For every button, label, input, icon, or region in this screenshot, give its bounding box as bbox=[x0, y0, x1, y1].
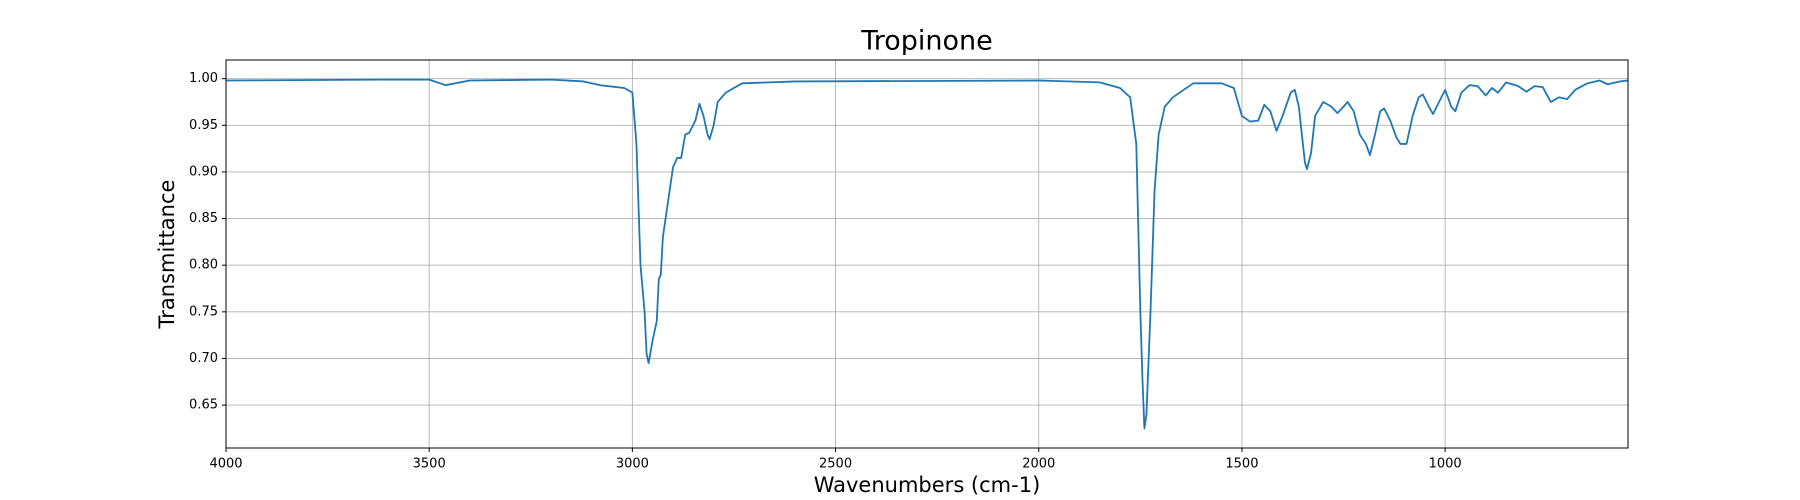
y-tick-label: 0.90 bbox=[189, 164, 218, 179]
y-tick-label: 0.70 bbox=[189, 351, 218, 366]
x-tick-label: 3500 bbox=[413, 457, 446, 472]
y-tick-label: 1.00 bbox=[189, 71, 218, 86]
y-tick-label: 0.85 bbox=[189, 211, 218, 226]
spectrum-line bbox=[225, 78, 1629, 430]
y-axis-label: Transmittance bbox=[155, 180, 179, 330]
y-tick-label: 0.80 bbox=[189, 258, 218, 273]
x-axis-label: Wavenumbers (cm-1) bbox=[814, 473, 1041, 497]
y-tick-label: 0.65 bbox=[189, 398, 218, 413]
x-tick-label: 1000 bbox=[1429, 457, 1462, 472]
plot-frame bbox=[225, 59, 1629, 449]
chart-title: Tropinone bbox=[860, 26, 993, 57]
y-tick-label: 0.75 bbox=[189, 304, 218, 319]
x-tick-label: 1500 bbox=[1225, 457, 1258, 472]
x-tick-label: 2500 bbox=[819, 457, 852, 472]
x-tick-label: 3000 bbox=[616, 457, 649, 472]
x-tick-label: 4000 bbox=[209, 457, 242, 472]
x-tick-label: 2000 bbox=[1022, 457, 1055, 472]
y-tick-label: 0.95 bbox=[189, 118, 218, 133]
